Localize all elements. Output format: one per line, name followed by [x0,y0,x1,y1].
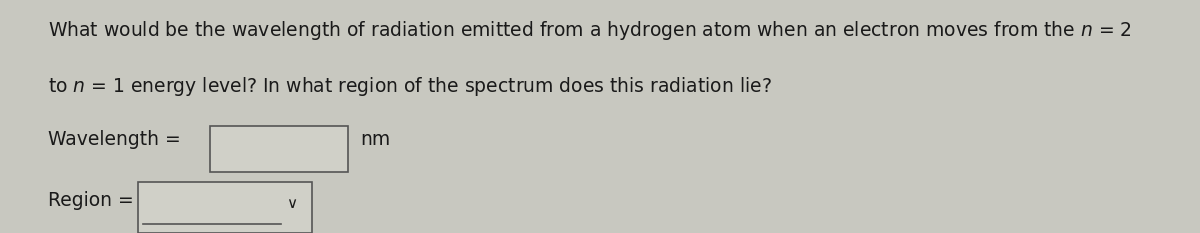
FancyBboxPatch shape [138,182,312,233]
FancyBboxPatch shape [210,126,348,172]
Text: Region =: Region = [48,191,139,210]
Text: ∨: ∨ [286,196,296,211]
Text: Wavelength =: Wavelength = [48,130,187,150]
Text: nm: nm [360,130,390,150]
Text: to $n$ = 1 energy level? In what region of the spectrum does this radiation lie?: to $n$ = 1 energy level? In what region … [48,75,772,98]
Text: What would be the wavelength of radiation emitted from a hydrogen atom when an e: What would be the wavelength of radiatio… [48,19,1132,42]
